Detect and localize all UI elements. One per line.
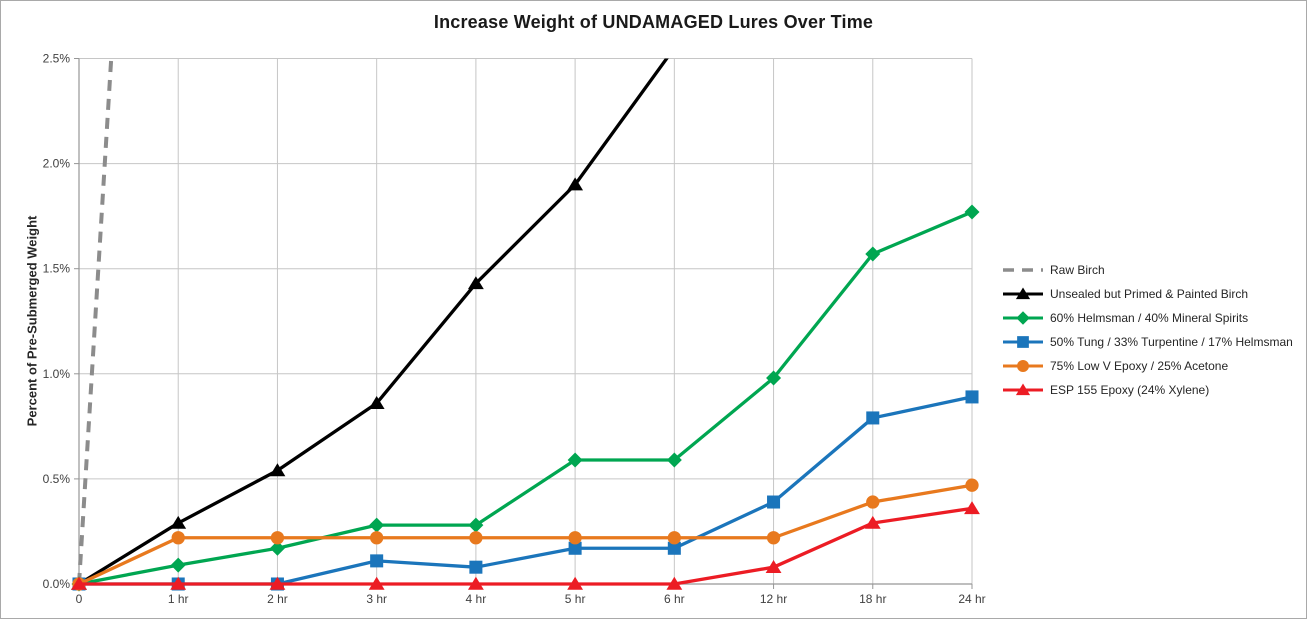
legend-item-esp-155-epoxy-24-xylene: ESP 155 Epoxy (24% Xylene) <box>1002 378 1293 402</box>
marker-triangle-unsealed-but-primed-painted-birch <box>567 177 584 191</box>
y-tick-label: 0.5% <box>43 472 71 486</box>
marker-circle-75-low-v-epoxy-25-acetone <box>370 531 384 545</box>
legend-swatch-dashed-line-icon <box>1003 268 1043 272</box>
marker-triangle-unsealed-but-primed-painted-birch <box>170 515 187 529</box>
marker-triangle-esp-155-epoxy-24-xylene <box>170 576 187 590</box>
y-tick-label: 2.0% <box>43 157 71 171</box>
x-tick-label: 0 <box>76 592 83 606</box>
marker-circle-75-low-v-epoxy-25-acetone <box>766 531 781 545</box>
y-tick-label: 2.5% <box>43 52 71 66</box>
x-tick-label: 4 hr <box>466 592 487 606</box>
marker-triangle-unsealed-but-primed-painted-birch <box>467 276 484 290</box>
legend: Raw Birch Unsealed but Primed & Painted B… <box>1002 258 1293 402</box>
x-tick-label: 3 hr <box>366 592 387 606</box>
legend-label: 60% Helmsman / 40% Mineral Spirits <box>1050 311 1249 325</box>
axes <box>74 58 973 589</box>
legend-label: 50% Tung / 33% Turpentine / 17% Helmsman <box>1050 335 1293 349</box>
legend-item-raw-birch: Raw Birch <box>1002 258 1293 282</box>
marker-triangle-esp-155-epoxy-24-xylene <box>567 576 584 590</box>
x-tick-label: 1 hr <box>168 592 189 606</box>
marker-circle-75-low-v-epoxy-25-acetone <box>568 531 582 545</box>
series-line-raw-birch <box>77 58 114 585</box>
marker-square-50-tung-33-turpentine-17-helmsman <box>568 541 582 555</box>
x-tick-label: 24 hr <box>958 592 985 606</box>
x-tick-label: 12 hr <box>760 592 787 606</box>
series-raw-birch <box>77 58 114 585</box>
marker-square-50-tung-33-turpentine-17-helmsman <box>866 411 880 425</box>
series-esp-155-epoxy-24-xylene <box>71 501 980 590</box>
legend-swatch-triangle-icon <box>1003 383 1043 396</box>
marker-triangle-unsealed-but-primed-painted-birch <box>368 396 385 409</box>
series-line-75-low-v-epoxy-25-acetone <box>78 483 973 586</box>
marker-circle-75-low-v-epoxy-25-acetone <box>667 531 681 545</box>
marker-triangle-esp-155-epoxy-24-xylene <box>765 559 782 573</box>
marker-circle-75-low-v-epoxy-25-acetone <box>469 531 483 545</box>
marker-square-50-tung-33-turpentine-17-helmsman <box>965 390 979 404</box>
chart-title: Increase Weight of UNDAMAGED Lures Over … <box>433 12 874 32</box>
x-tick-label: 2 hr <box>267 592 288 606</box>
legend-swatch-triangle-icon <box>1003 287 1043 300</box>
marker-square-50-tung-33-turpentine-17-helmsman <box>370 554 384 568</box>
marker-square-50-tung-33-turpentine-17-helmsman <box>767 495 781 509</box>
marker-triangle-esp-155-epoxy-24-xylene <box>368 576 385 590</box>
legend-item-unsealed-but-primed-painted-birch: Unsealed but Primed & Painted Birch <box>1002 282 1293 306</box>
marker-square-50-tung-33-turpentine-17-helmsman <box>667 541 681 555</box>
marker-diamond-60-helmsman-40-mineral-spirits <box>269 540 285 556</box>
marker-circle-75-low-v-epoxy-25-acetone <box>965 478 979 492</box>
legend-item-60-helmsman-40-mineral-spirits: 60% Helmsman / 40% Mineral Spirits <box>1002 306 1293 330</box>
legend-swatch-square-icon <box>1003 336 1043 348</box>
x-tick-label: 6 hr <box>664 592 685 606</box>
y-tick-label: 0.0% <box>43 577 71 591</box>
x-tick-label: 5 hr <box>565 592 586 606</box>
x-tick-label: 18 hr <box>859 592 886 606</box>
series-line-esp-155-epoxy-24-xylene <box>79 506 973 586</box>
series-60-helmsman-40-mineral-spirits <box>71 204 980 592</box>
series-line-60-helmsman-40-mineral-spirits <box>78 210 973 586</box>
marker-diamond-60-helmsman-40-mineral-spirits <box>666 452 682 468</box>
legend-label: Unsealed but Primed & Painted Birch <box>1050 287 1249 301</box>
x-axis-labels: 0 1 hr 2 hr 3 hr 4 hr 5 hr 6 hr 12 hr 18 hr 24 hr <box>76 592 986 606</box>
legend-label: Raw Birch <box>1050 263 1105 277</box>
marker-diamond-60-helmsman-40-mineral-spirits <box>766 370 782 386</box>
y-axis-labels: 0.0% 0.5% 1.0% 1.5% 2.0% 2.5% <box>43 52 71 592</box>
marker-triangle-unsealed-but-primed-painted-birch <box>666 41 682 54</box>
y-tick-label: 1.0% <box>43 367 71 381</box>
marker-diamond-60-helmsman-40-mineral-spirits <box>170 557 186 573</box>
marker-diamond-60-helmsman-40-mineral-spirits <box>964 204 980 220</box>
marker-square-50-tung-33-turpentine-17-helmsman <box>469 560 483 574</box>
legend-item-75-low-v-epoxy-25-acetone: 75% Low V Epoxy / 25% Acetone <box>1002 354 1293 378</box>
marker-triangle-unsealed-but-primed-painted-birch <box>269 463 286 477</box>
legend-swatch-circle-icon <box>1003 360 1043 372</box>
marker-circle-75-low-v-epoxy-25-acetone <box>171 531 185 545</box>
marker-triangle-esp-155-epoxy-24-xylene <box>964 501 980 515</box>
series-line-50-tung-33-turpentine-17-helmsman <box>79 395 973 586</box>
marker-triangle-esp-155-epoxy-24-xylene <box>864 515 881 529</box>
marker-circle-75-low-v-epoxy-25-acetone <box>270 531 285 545</box>
legend-item-50-tung-33-turpentine-17-helmsman: 50% Tung / 33% Turpentine / 17% Helmsman <box>1002 330 1293 354</box>
marker-triangle-esp-155-epoxy-24-xylene <box>71 576 87 590</box>
marker-triangle-esp-155-epoxy-24-xylene <box>269 576 286 590</box>
legend-label: ESP 155 Epoxy (24% Xylene) <box>1050 383 1210 397</box>
marker-triangle-esp-155-epoxy-24-xylene <box>467 576 484 590</box>
marker-triangle-esp-155-epoxy-24-xylene <box>666 576 683 590</box>
marker-diamond-60-helmsman-40-mineral-spirits <box>468 517 484 533</box>
marker-diamond-60-helmsman-40-mineral-spirits <box>369 517 385 533</box>
series-75-low-v-epoxy-25-acetone <box>72 478 979 591</box>
marker-diamond-60-helmsman-40-mineral-spirits <box>865 246 881 262</box>
legend-label: 75% Low V Epoxy / 25% Acetone <box>1050 359 1229 373</box>
marker-circle-75-low-v-epoxy-25-acetone <box>866 495 880 509</box>
marker-diamond-60-helmsman-40-mineral-spirits <box>567 452 583 468</box>
y-tick-label: 1.5% <box>43 262 71 276</box>
legend-swatch-diamond-icon <box>1003 311 1043 325</box>
